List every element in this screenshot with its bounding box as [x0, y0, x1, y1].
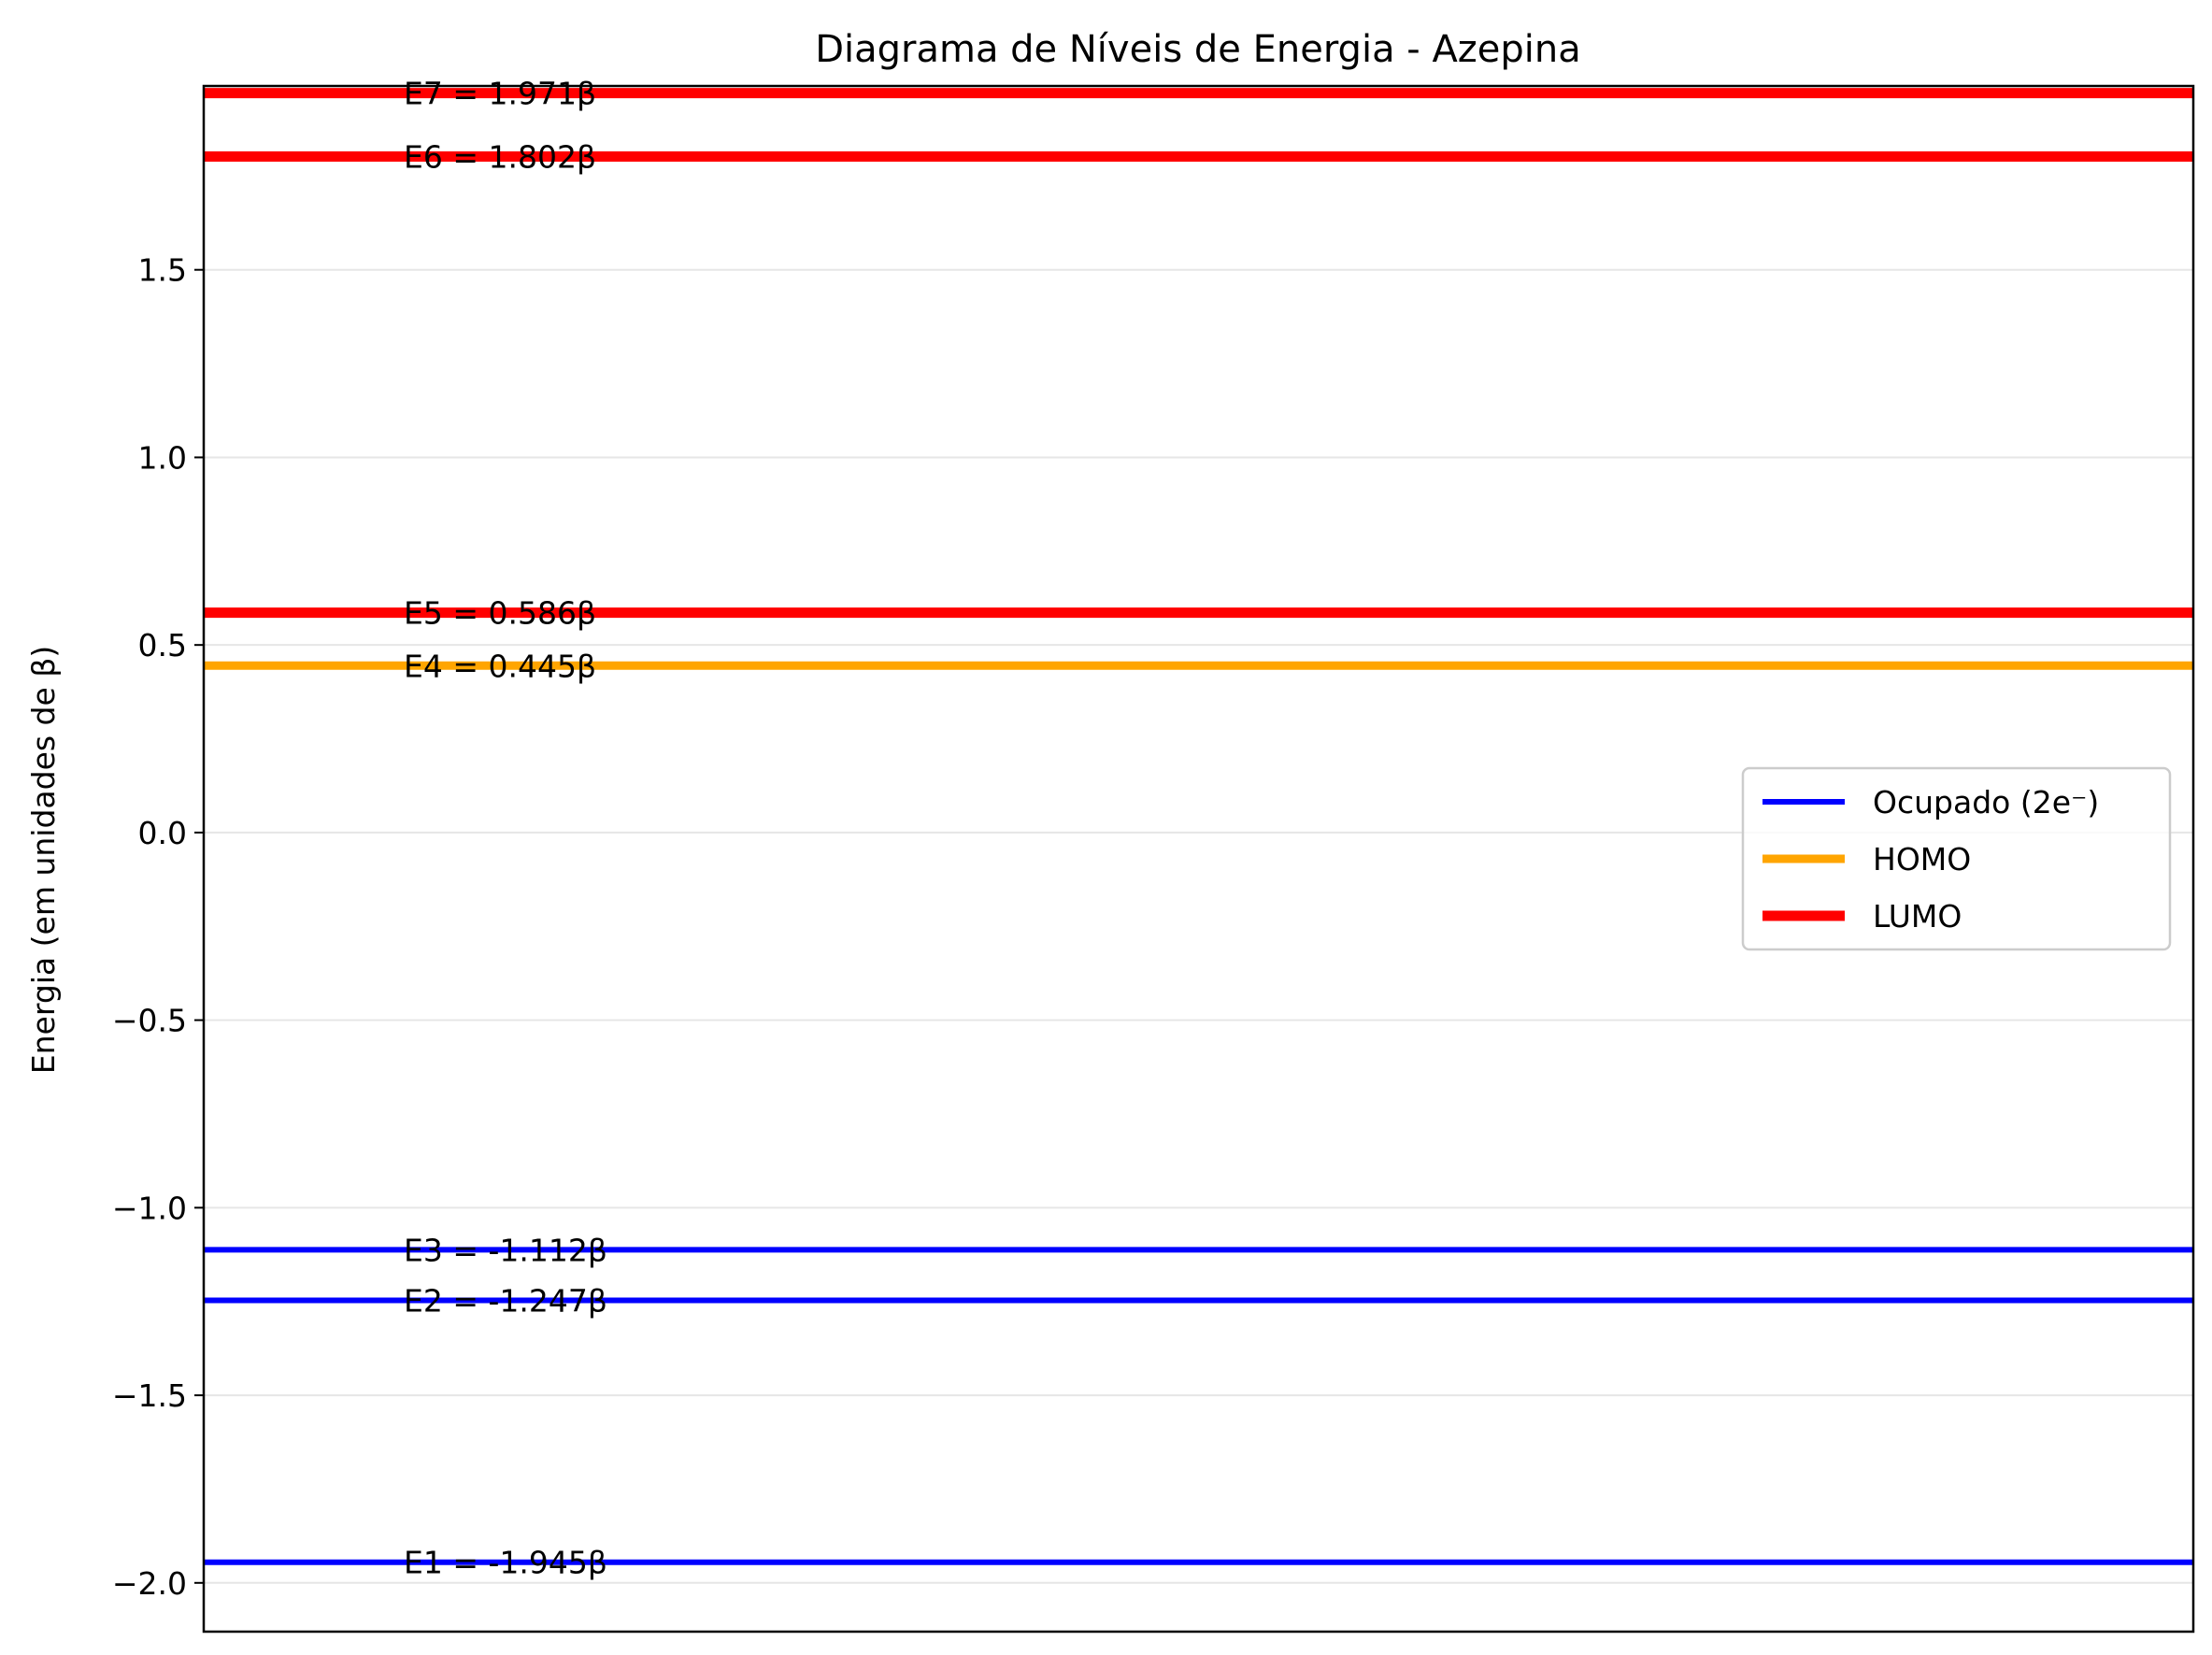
- legend-label-lumo: LUMO: [1873, 898, 1962, 935]
- y-tick-label: −0.5: [112, 1003, 187, 1039]
- y-tick-label: −2.0: [112, 1565, 187, 1602]
- energy-level-label-e2: E2 = -1.247β: [404, 1283, 607, 1320]
- energy-level-label-e5: E5 = 0.586β: [404, 595, 596, 632]
- legend-label-occupied: Ocupado (2e⁻): [1873, 784, 2099, 820]
- y-tick-label: 1.5: [138, 252, 187, 289]
- energy-level-label-e6: E6 = 1.802β: [404, 138, 596, 175]
- y-tick-label: 0.0: [138, 815, 187, 851]
- legend: Ocupado (2e⁻) HOMO LUMO: [1741, 766, 2172, 951]
- y-axis-label: Energia (em unidades de β): [25, 646, 62, 1074]
- energy-level-label-e7: E7 = 1.971β: [404, 76, 596, 112]
- level-labels: E1 = -1.945β E2 = -1.247β E3 = -1.112β E4 =…: [404, 76, 607, 1581]
- energy-level-label-e3: E3 = -1.112β: [404, 1232, 607, 1268]
- plot-frame: [202, 84, 2195, 1634]
- chart-title: Diagrama de Níveis de Energia - Azepina: [815, 28, 1581, 71]
- legend-box: [1741, 766, 2172, 951]
- energy-level-label-e4: E4 = 0.445β: [404, 648, 596, 684]
- energy-level-label-e1: E1 = -1.945β: [404, 1545, 607, 1581]
- y-axis-ticks: −2.0 −1.5 −1.0 −0.5 0.0 0.5 1.0 1.5: [112, 252, 204, 1602]
- y-tick-label: 0.5: [138, 627, 187, 663]
- energy-levels: [204, 88, 2193, 1565]
- legend-label-homo: HOMO: [1873, 841, 1971, 877]
- y-tick-label: 1.0: [138, 439, 187, 476]
- y-tick-label: −1.0: [112, 1190, 187, 1226]
- y-tick-label: −1.5: [112, 1377, 187, 1414]
- grid-lines: [204, 268, 2193, 1584]
